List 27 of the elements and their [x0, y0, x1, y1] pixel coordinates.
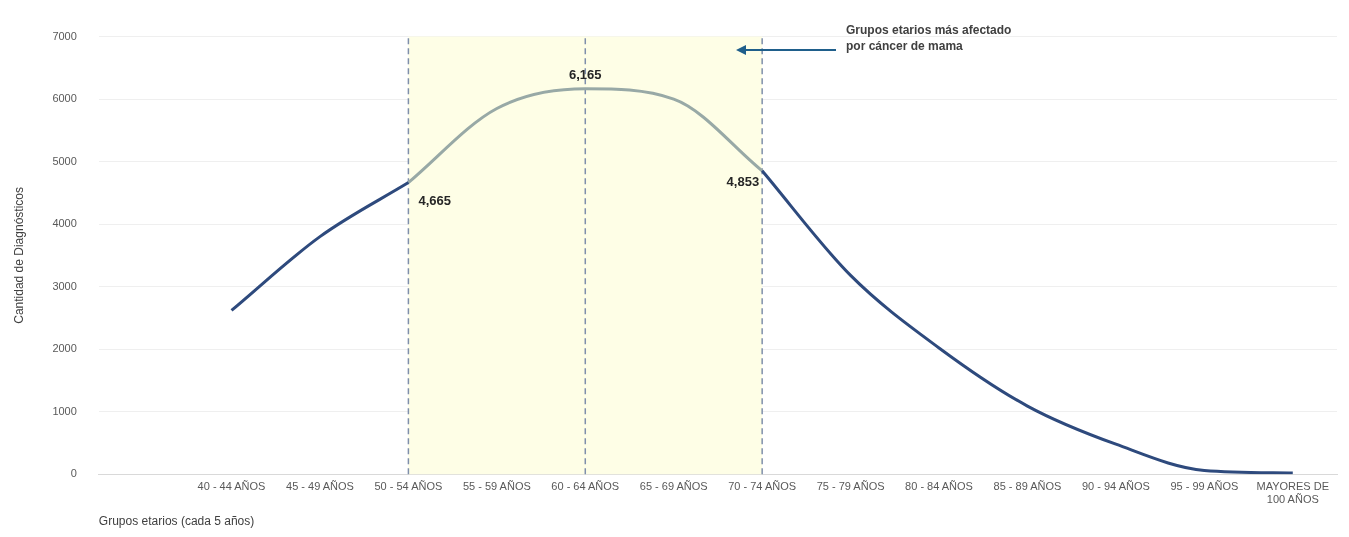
x-tick-label: 75 - 79 AÑOS [816, 479, 885, 492]
x-tick-label: 85 - 89 AÑOS [993, 479, 1062, 492]
y-tick-label: 6000 [52, 92, 77, 105]
x-tick-label: 50 - 54 AÑOS [374, 479, 443, 492]
x-axis-title: Grupos etarios (cada 5 años) [98, 514, 255, 529]
x-tick-label: 80 - 84 AÑOS [905, 479, 973, 492]
y-tick-label: 1000 [52, 404, 77, 417]
data-label: 4,665 [418, 192, 451, 208]
x-tick-label: 70 - 74 AÑOS [728, 479, 797, 492]
x-tick-label: 90 - 94 AÑOS [1081, 479, 1150, 492]
y-tick-label: 0 [70, 467, 77, 480]
y-tick-label: 2000 [52, 342, 77, 355]
x-tick-label: 65 - 69 AÑOS [639, 479, 708, 492]
x-tick-label: 55 - 59 AÑOS [462, 479, 531, 492]
x-tick-label: 45 - 49 AÑOS [286, 479, 354, 492]
y-tick-label: 7000 [52, 29, 77, 42]
x-tick-label: 40 - 44 AÑOS [197, 479, 266, 492]
y-tick-label: 5000 [52, 154, 77, 167]
x-tick-label: 95 - 99 AÑOS [1170, 479, 1239, 492]
x-tick-label: 60 - 64 AÑOS [551, 479, 620, 492]
annotation: Grupos etarios más afectado por cáncer de mama [846, 22, 1013, 54]
data-label: 4,853 [726, 173, 760, 189]
y-axis-title: Cantidad de Diagnósticos [11, 187, 26, 324]
x-tick-label: MAYORES DE 100 AÑOS [1256, 479, 1330, 506]
y-tick-label: 4000 [52, 217, 77, 230]
y-tick-label: 3000 [52, 279, 77, 292]
data-label: 6,165 [569, 66, 602, 82]
